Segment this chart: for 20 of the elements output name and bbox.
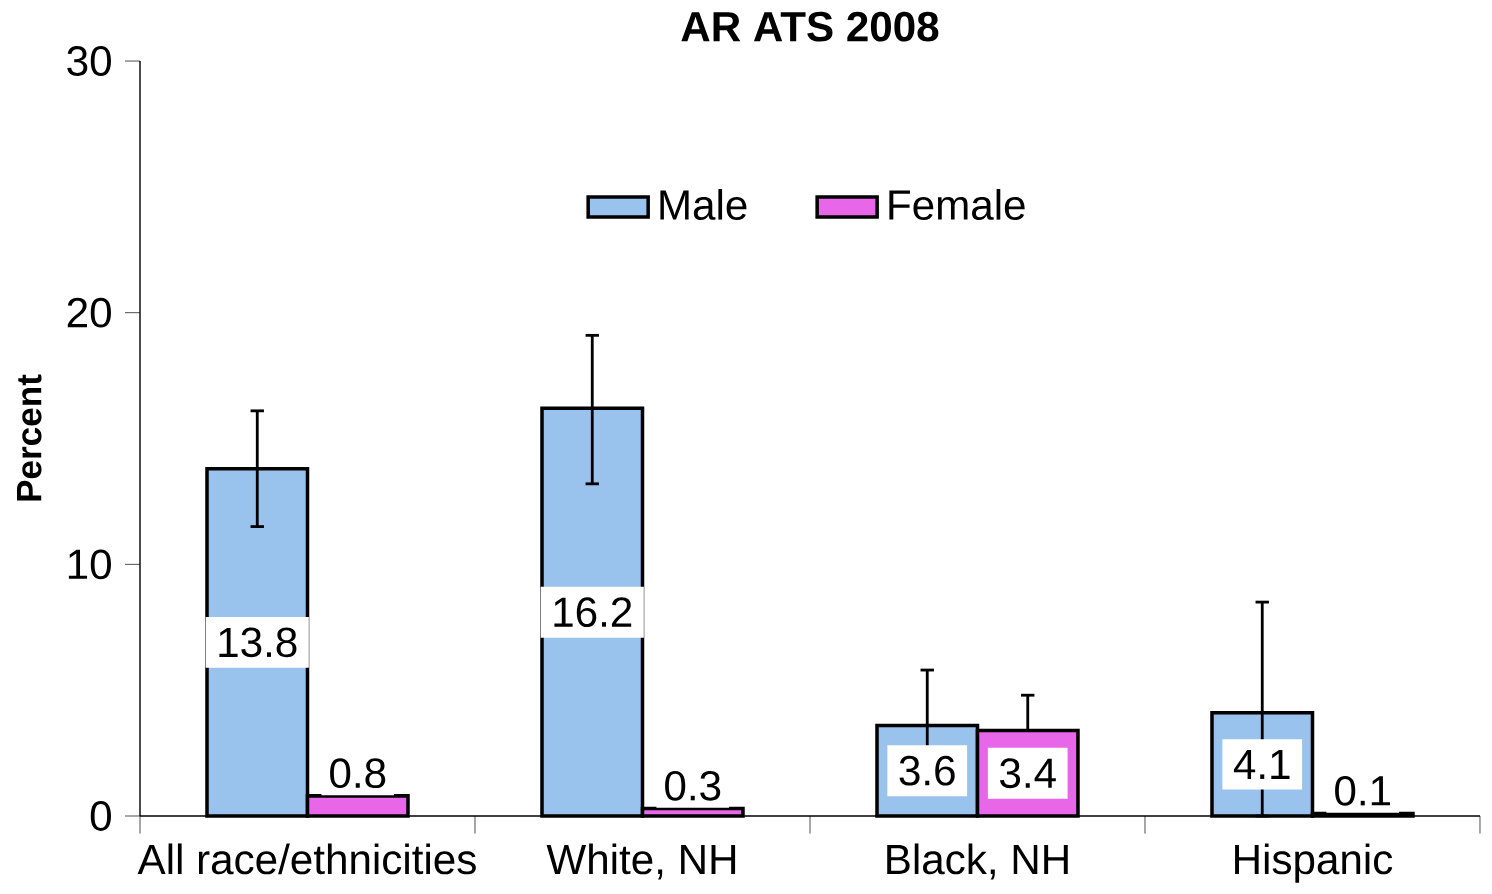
- data-label: 0.8: [330, 758, 386, 788]
- data-label: 0.1: [1335, 775, 1390, 806]
- y-axis-title: Percent: [17, 374, 42, 501]
- data-label: 4.1: [1233, 749, 1290, 779]
- chart-title: AR ATS 2008: [681, 11, 939, 42]
- y-tick-label: 20: [67, 297, 111, 328]
- x-tick-label: Hispanic: [1235, 843, 1393, 883]
- legend-label: Female: [889, 188, 1025, 220]
- data-label: 13.8: [219, 627, 297, 658]
- y-tick-label: 0: [90, 800, 111, 831]
- x-tick-label: Black, NH: [887, 843, 1068, 880]
- data-label: 3.6: [899, 755, 955, 786]
- y-tick-label: 10: [68, 549, 111, 580]
- x-tick-label: All race/ethnicities: [137, 843, 476, 875]
- data-label: 0.3: [665, 770, 721, 801]
- data-label: 16.2: [554, 597, 632, 627]
- y-tick-label: 30: [67, 45, 111, 76]
- data-label: 3.4: [1000, 758, 1056, 788]
- x-tick-label: White, NH: [546, 843, 736, 880]
- legend-label: Male: [660, 188, 747, 220]
